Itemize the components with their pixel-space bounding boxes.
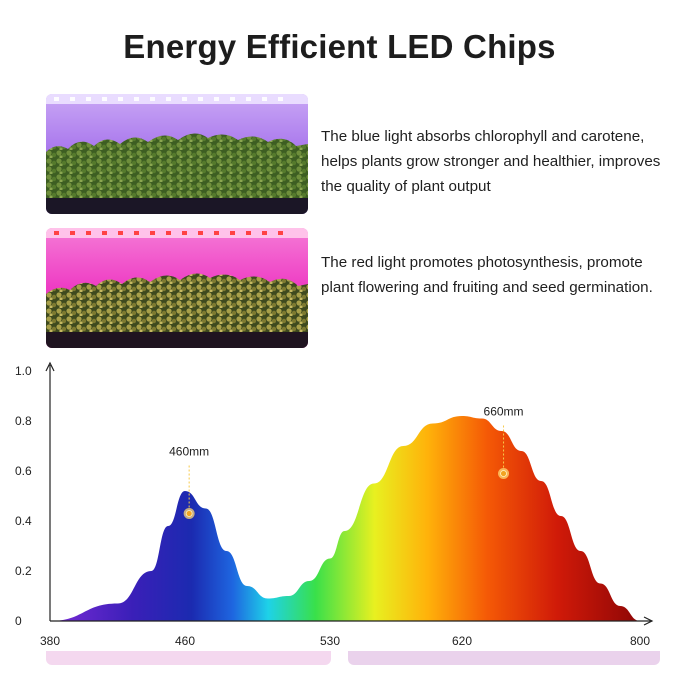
y-tick-label: 1.0 (15, 364, 32, 378)
peak-marker-dot (500, 470, 507, 477)
bottom-photo-edge-right (348, 651, 660, 665)
bottom-photo-edge-left (46, 651, 331, 665)
y-tick-label: 0.4 (15, 514, 32, 528)
x-tick-label: 460 (175, 634, 195, 648)
blue-light-description: The blue light absorbs chlorophyll and c… (321, 128, 661, 195)
spectrum-chart: 0 0.2 0.4 0.6 0.8 1.0 380 460 530 620 800 460mm 660… (15, 361, 654, 648)
red-light-description: The red light promotes photosynthesis, p… (321, 254, 653, 296)
x-tick-label: 800 (630, 634, 650, 648)
x-tick-label: 380 (40, 634, 60, 648)
peak-label: 660mm (484, 405, 524, 419)
x-tick-label: 620 (452, 634, 472, 648)
red-light-plant-photo (46, 228, 308, 348)
x-tick-label: 530 (320, 634, 340, 648)
page-title: Energy Efficient LED Chips (123, 28, 556, 65)
y-tick-label: 0.2 (15, 564, 32, 578)
y-tick-label: 0 (15, 614, 22, 628)
blue-light-plant-photo (46, 94, 308, 214)
y-tick-label: 0.6 (15, 464, 32, 478)
x-axis-arrow (643, 616, 654, 626)
y-axis-arrow (45, 361, 55, 372)
peak-label: 460mm (169, 445, 209, 459)
peak-marker-dot (185, 510, 193, 517)
spectrum-area (50, 416, 640, 621)
y-tick-label: 0.8 (15, 414, 32, 428)
